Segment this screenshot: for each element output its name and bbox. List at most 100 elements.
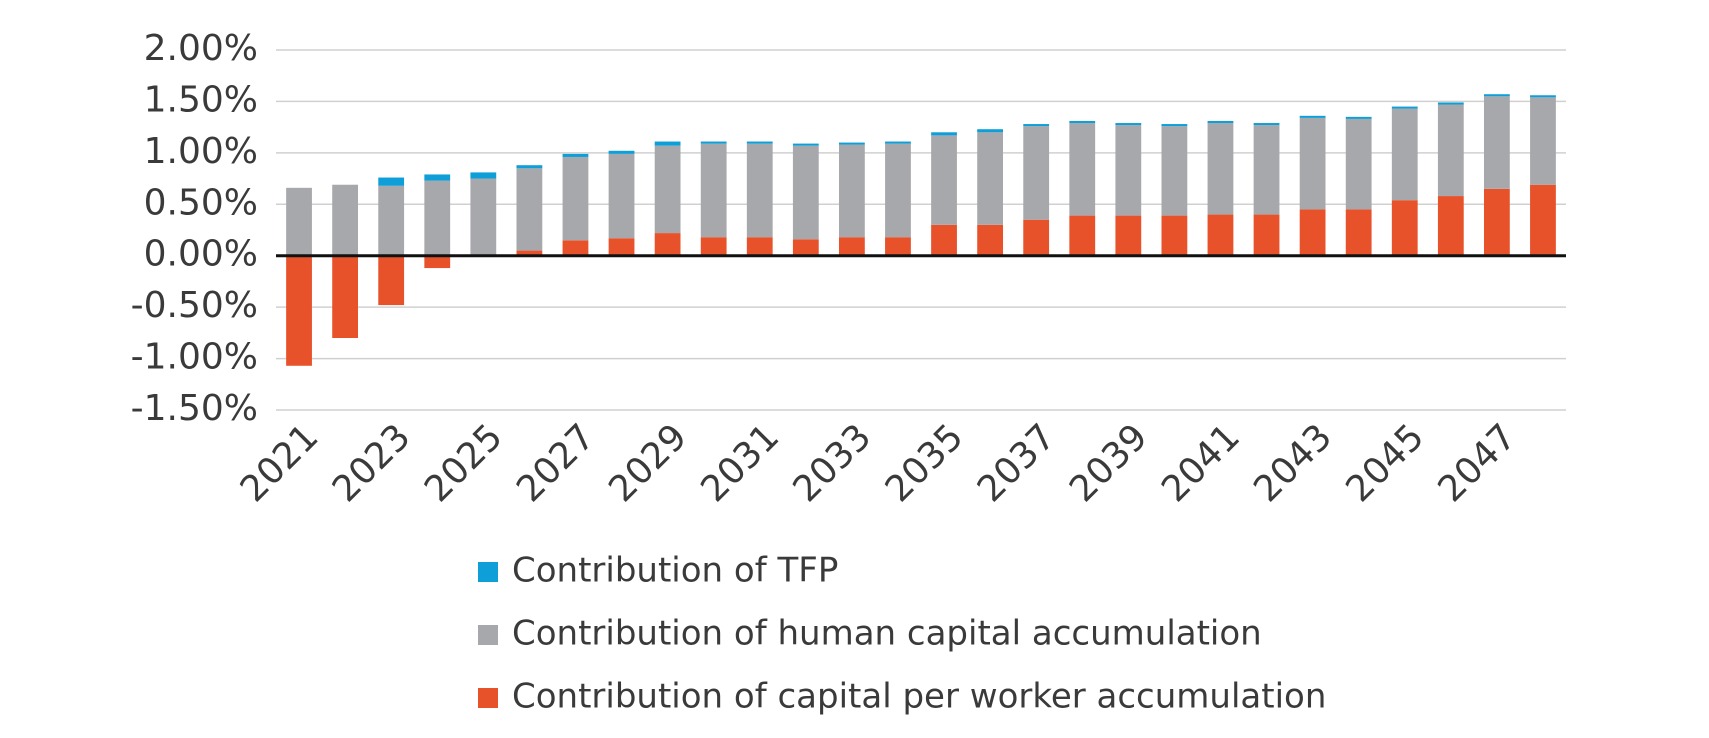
legend-swatch: [478, 562, 498, 582]
x-tick-label: 2029: [601, 416, 695, 510]
bar-segment: [332, 184, 359, 256]
bar-segment: [378, 255, 405, 306]
x-tick-label: 2043: [1246, 416, 1340, 510]
bar-segment: [1253, 214, 1280, 256]
bar-segment: [608, 153, 635, 239]
x-tick-label: 2023: [325, 416, 419, 510]
bar-segment: [1299, 209, 1326, 256]
bar-segment: [1391, 106, 1418, 109]
bar-segment: [1483, 94, 1510, 97]
bar-segment: [885, 141, 911, 144]
bar-segment: [1437, 102, 1464, 105]
bar-segment: [1530, 97, 1556, 185]
bar-segment: [792, 239, 819, 256]
bar-segment: [516, 250, 543, 256]
x-tick-label: 2035: [878, 416, 972, 510]
bar-segment: [838, 142, 865, 145]
bar-segment: [1069, 215, 1096, 256]
bar-segment: [700, 141, 727, 144]
bar-segment: [608, 238, 635, 256]
bar-segment: [1437, 104, 1464, 197]
y-tick-label: 1.50%: [144, 79, 258, 120]
bar-segment: [424, 180, 451, 256]
bar-segment: [977, 132, 1004, 225]
bar-segment: [931, 132, 957, 136]
bar-segment: [1069, 123, 1096, 216]
bar-segment: [1115, 215, 1142, 256]
y-tick-label: -0.50%: [131, 285, 258, 326]
bar-segment: [654, 141, 681, 146]
bar-segment: [977, 129, 1004, 133]
legend-label: Contribution of TFP: [512, 551, 838, 591]
bar-segment: [1391, 108, 1418, 201]
bar-segment: [516, 168, 543, 251]
bar-segment: [286, 255, 312, 366]
y-tick-label: 0.00%: [144, 234, 258, 275]
bar-segment: [1391, 200, 1418, 256]
legend-label: Contribution of capital per worker accum…: [512, 677, 1326, 717]
bar-segment: [1345, 209, 1372, 256]
bar-segment: [286, 187, 312, 256]
bar-segment: [1345, 118, 1372, 210]
bar-segment: [470, 178, 497, 256]
bar-segment: [424, 255, 451, 269]
bar-segment: [1115, 123, 1142, 126]
bar-segment: [1023, 126, 1050, 220]
bar-segment: [931, 135, 957, 225]
bar-segment: [1345, 116, 1372, 119]
bar-segment: [700, 143, 727, 238]
bar-segment: [1253, 125, 1280, 215]
bar-segment: [838, 144, 865, 238]
bar-segment: [562, 240, 589, 256]
bar-segment: [746, 141, 773, 144]
bar-segment: [1161, 124, 1188, 127]
bar-segment: [1437, 196, 1464, 256]
bar-segment: [1483, 188, 1510, 256]
legend-label: Contribution of human capital accumulati…: [512, 614, 1262, 654]
bar-segment: [885, 237, 911, 256]
x-tick-label: 2039: [1062, 416, 1156, 510]
bar-segment: [1299, 117, 1326, 210]
bar-segment: [1161, 215, 1188, 256]
bar-segment: [1023, 219, 1050, 256]
bar-segment: [608, 150, 635, 154]
bar-segment: [470, 172, 497, 179]
bar-segment: [792, 143, 819, 146]
y-tick-label: 0.50%: [144, 182, 258, 223]
bar-segment: [746, 237, 773, 256]
x-tick-label: 2033: [786, 416, 880, 510]
y-tick-label: -1.50%: [131, 388, 258, 429]
bar-segment: [1207, 120, 1234, 124]
bar-segment: [792, 145, 819, 240]
bar-segment: [1161, 126, 1188, 216]
bar-segment: [516, 165, 543, 169]
bar-segment: [562, 153, 589, 157]
bar-segment: [1299, 115, 1326, 118]
bar-segment: [1530, 184, 1556, 256]
y-tick-label: -1.00%: [131, 337, 258, 378]
bar-segment: [1207, 123, 1234, 215]
bar-segment: [332, 255, 359, 338]
x-tick-label: 2021: [233, 416, 327, 510]
bar-segment: [1253, 123, 1280, 126]
x-tick-label: 2025: [417, 416, 511, 510]
bar-segment: [1115, 125, 1142, 216]
bar-segment: [1023, 124, 1050, 127]
x-tick-label: 2031: [693, 416, 787, 510]
bar-segment: [1069, 120, 1096, 124]
bar-segment: [931, 224, 957, 256]
bar-segment: [977, 224, 1004, 256]
x-tick-label: 2027: [509, 416, 603, 510]
x-tick-label: 2045: [1338, 416, 1432, 510]
x-tick-label: 2037: [970, 416, 1064, 510]
bar-segment: [562, 156, 589, 241]
y-tick-label: 1.00%: [144, 131, 258, 172]
bar-segment: [885, 143, 911, 238]
bar-segment: [1483, 96, 1510, 189]
y-tick-label: 2.00%: [144, 28, 258, 69]
x-tick-label: 2047: [1431, 416, 1525, 510]
bar-segment: [1207, 214, 1234, 256]
legend-swatch: [478, 688, 498, 708]
bar-segment: [654, 233, 681, 256]
